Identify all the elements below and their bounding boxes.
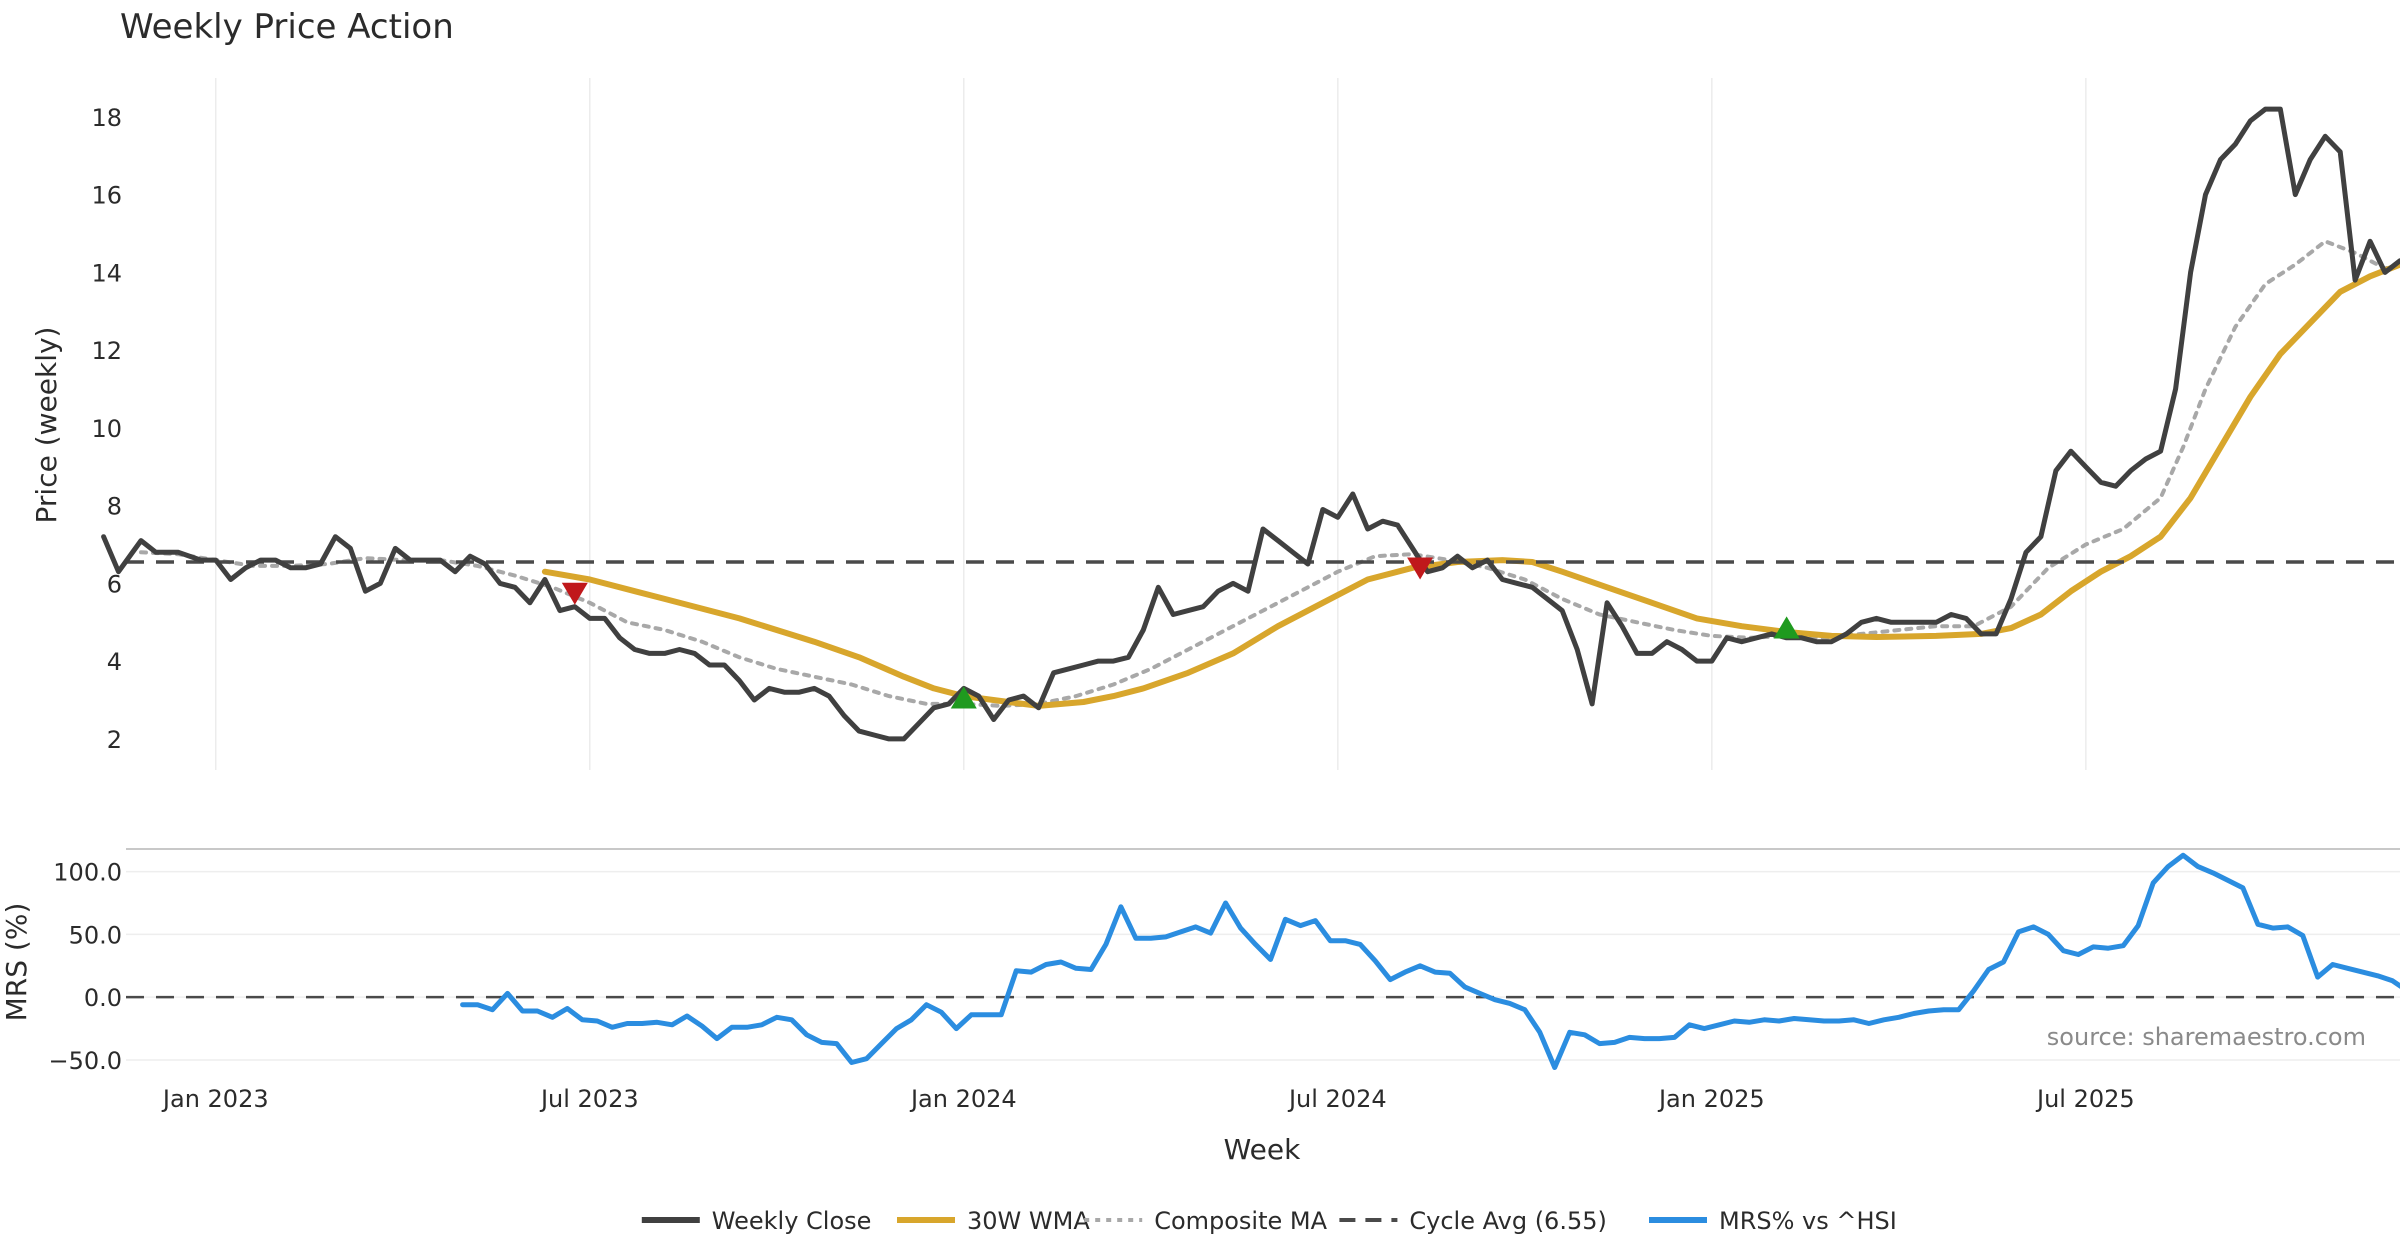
x-tick-label: Jan 2024: [909, 1085, 1017, 1113]
price-panel-grid: [215, 78, 2087, 770]
legend-label: MRS% vs ^HSI: [1719, 1207, 1897, 1235]
sell-signal-marker: [1407, 557, 1434, 580]
x-tick-label: Jan 2025: [1657, 1085, 1765, 1113]
mrs-line: [460, 852, 2400, 1070]
mrs-y-tick-label: −50.0: [48, 1047, 122, 1075]
buy-signal-marker: [950, 686, 977, 709]
price-y-axis-label: Price (weekly): [30, 327, 63, 524]
sell-signal-marker: [561, 582, 588, 605]
mrs-series-group: [460, 852, 2400, 1070]
price-y-tick-label: 14: [91, 259, 122, 287]
buy-signal-marker: [1773, 616, 1800, 639]
x-tick-label: Jan 2023: [161, 1085, 269, 1113]
price-y-ticks: 2 4 6 8 10 12 14 16 18: [91, 104, 122, 754]
price-y-tick-label: 2: [107, 726, 122, 754]
mrs-y-tick-label: 100.0: [53, 859, 122, 887]
price-y-tick-label: 8: [107, 493, 122, 521]
x-axis-ticks: Jan 2023 Jul 2023 Jan 2024 Jul 2024 Jan 2025…: [161, 1085, 2135, 1113]
price-y-tick-label: 18: [91, 104, 122, 132]
mrs-y-axis-label: MRS (%): [0, 903, 33, 1022]
composite-ma-line: [139, 239, 2400, 708]
price-y-tick-label: 6: [107, 570, 122, 598]
legend-label: 30W WMA: [967, 1207, 1090, 1235]
x-tick-label: Jul 2025: [2035, 1085, 2135, 1113]
x-tick-label: Jul 2023: [539, 1085, 639, 1113]
chart-title: Weekly Price Action: [120, 7, 454, 47]
legend-label: Composite MA: [1154, 1207, 1327, 1235]
mrs-y-ticks: 100.0 50.0 0.0 −50.0: [48, 859, 122, 1075]
price-y-tick-label: 16: [91, 182, 122, 210]
mrs-panel-grid: [126, 870, 2400, 1061]
price-series-group: [101, 106, 2400, 742]
price-y-tick-label: 4: [107, 648, 122, 676]
signal-markers: [561, 557, 1800, 709]
mrs-y-tick-label: 0.0: [84, 984, 122, 1012]
weekly-close-line: [101, 106, 2400, 742]
price-y-tick-label: 12: [91, 337, 122, 365]
source-credit: source: sharemaestro.com: [2047, 1023, 2366, 1051]
chart-legend: Weekly Close 30W WMA Composite MA Cycle Avg…: [641, 1207, 1897, 1235]
legend-label: Weekly Close: [712, 1207, 872, 1235]
legend-label: Cycle Avg (6.55): [1409, 1207, 1606, 1235]
price-y-tick-label: 10: [91, 415, 122, 443]
x-tick-label: Jul 2024: [1287, 1085, 1387, 1113]
x-axis-label: Week: [1224, 1133, 1301, 1166]
mrs-y-tick-label: 50.0: [69, 921, 122, 949]
